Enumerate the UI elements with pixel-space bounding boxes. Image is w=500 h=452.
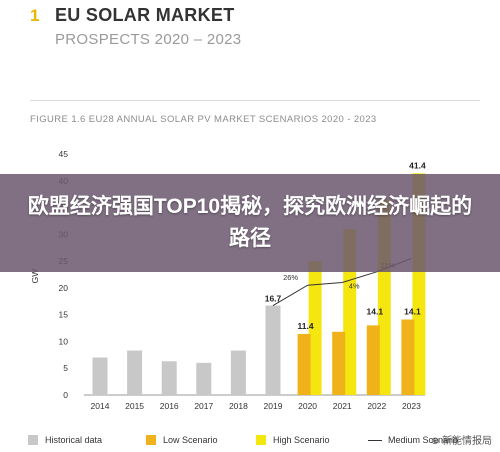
legend-item-historical: Historical data <box>28 433 102 447</box>
bar-historical <box>196 362 212 395</box>
x-tick-label: 2022 <box>367 401 386 411</box>
y-tick-label: 45 <box>59 149 69 159</box>
data-label: 14.1 <box>404 306 421 316</box>
x-tick-label: 2018 <box>229 401 248 411</box>
x-tick-label: 2016 <box>160 401 179 411</box>
x-tick-label: 2023 <box>402 401 421 411</box>
overlay-banner: 欧盟经济强国TOP10揭秘，探究欧洲经济崛起的路径 <box>0 174 500 272</box>
bar-low-scenario <box>332 331 346 395</box>
bar-historical <box>127 350 143 395</box>
y-axis-label: GW <box>30 269 40 284</box>
report-title: EU SOLAR MARKET <box>55 5 235 25</box>
x-tick-label: 2021 <box>333 401 352 411</box>
report-header: 1 EU SOLAR MARKET PROSPECTS 2020 – 2023 <box>0 0 500 100</box>
bar-historical <box>161 361 177 395</box>
legend-line-medium <box>368 439 382 441</box>
bar-low-scenario <box>297 333 311 395</box>
x-tick-label: 2014 <box>91 401 110 411</box>
growth-label: 26% <box>283 273 298 282</box>
x-tick-label: 2020 <box>298 401 317 411</box>
x-tick-label: 2019 <box>264 401 283 411</box>
data-label: 14.1 <box>367 306 384 316</box>
y-tick-label: 20 <box>59 283 69 293</box>
watermark-icon: ⊛ <box>430 436 442 447</box>
bar-low-scenario <box>366 325 380 395</box>
overlay-title: 欧盟经济强国TOP10揭秘，探究欧洲经济崛起的路径 <box>27 195 473 250</box>
y-tick-label: 15 <box>59 310 69 320</box>
data-label: 41.4 <box>409 160 426 170</box>
legend-label-historical: Historical data <box>45 435 103 445</box>
legend-swatch-high <box>256 435 266 445</box>
data-label: 11.4 <box>298 321 314 331</box>
legend-swatch-historical <box>28 435 38 445</box>
watermark: ⊛ 新能情报局 <box>431 432 492 447</box>
y-tick-label: 5 <box>63 363 68 373</box>
bar-historical <box>265 305 281 395</box>
header-divider <box>30 100 480 101</box>
legend-label-medium: Medium Scenario <box>388 435 459 445</box>
data-label: 16.7 <box>265 294 282 304</box>
legend-label-low: Low Scenario <box>163 435 218 445</box>
bar-historical <box>92 357 108 395</box>
growth-label: 4% <box>349 282 360 291</box>
bar-historical <box>230 350 246 395</box>
x-tick-label: 2017 <box>194 401 213 411</box>
legend-item-low: Low Scenario <box>146 433 218 447</box>
bar-low-scenario <box>401 319 415 395</box>
legend-item-high: High Scenario <box>256 433 330 447</box>
legend-label-high: High Scenario <box>273 435 330 445</box>
legend-item-medium: Medium Scenario <box>368 433 458 447</box>
bar-high-scenario <box>308 261 322 395</box>
watermark-text: 新能情报局 <box>442 436 492 447</box>
x-tick-label: 2015 <box>125 401 144 411</box>
legend-swatch-low <box>146 435 156 445</box>
chapter-number: 1 <box>30 6 40 25</box>
y-tick-label: 10 <box>59 336 69 346</box>
figure-caption: FIGURE 1.6 EU28 ANNUAL SOLAR PV MARKET S… <box>30 114 377 125</box>
y-tick-label: 0 <box>63 390 68 400</box>
report-subtitle: PROSPECTS 2020 – 2023 <box>55 31 242 48</box>
